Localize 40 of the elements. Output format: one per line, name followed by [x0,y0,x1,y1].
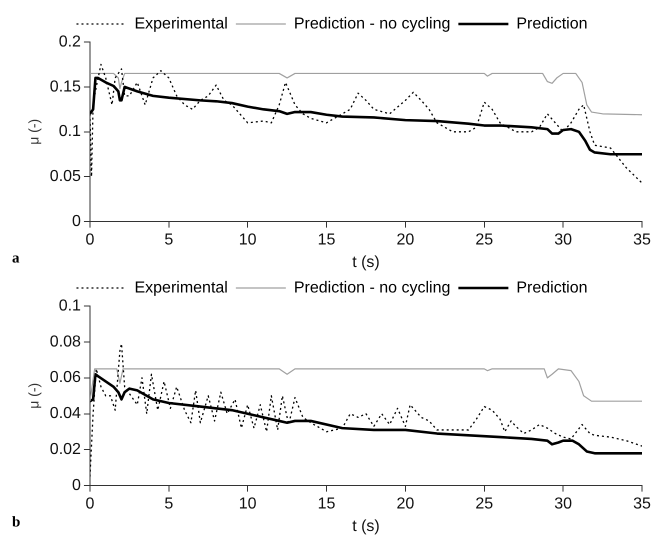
x-tick-label: 30 [554,496,572,513]
line-series [90,343,642,478]
x-tick-label: 25 [475,496,494,513]
x-tick-label: 35 [633,232,651,249]
x-tick-label: 5 [164,496,174,513]
y-tick-label: 0.15 [50,78,82,96]
x-tick-label: 0 [85,232,94,249]
text: b [12,514,20,530]
x-tick-label: 5 [164,232,174,249]
legend-label: Experimental [134,279,228,296]
legend-label: Experimental [134,15,228,32]
x-tick-label: 0 [85,496,94,513]
x-tick-label: 20 [396,232,414,249]
x-tick-label: 10 [238,232,257,249]
x-tick-label: 15 [318,496,336,513]
y-tick-label: 0.04 [50,405,82,422]
x-axis-title: t (s) [352,254,380,271]
x-tick-label: 10 [238,496,257,513]
y-tick-label: 0.1 [58,297,82,314]
x-tick-label: 25 [475,232,494,249]
x-axis-title: t (s) [352,518,380,535]
x-tick-label: 15 [318,232,336,249]
y-tick-label: 0.2 [58,33,82,50]
x-tick-label: 20 [396,496,414,513]
y-tick-label: 0.08 [50,333,82,350]
legend-label: Prediction [516,15,588,32]
y-tick-label: 0.1 [58,123,82,140]
x-tick-label: 30 [554,232,572,249]
y-tick-label: 0 [72,477,82,494]
legend-label: Prediction - no cycling [294,279,450,296]
x-tick-label: 35 [633,496,651,513]
y-axis-title: μ (-) [25,382,42,409]
y-tick-label: 0.02 [50,441,82,458]
legend-label: Prediction - no cycling [294,15,450,32]
y-tick-label: 0.05 [50,168,82,186]
text: a [12,250,20,266]
y-tick-label: 0.06 [50,369,82,386]
y-axis-title: μ (-) [25,118,42,145]
legend-label: Prediction [516,279,588,296]
y-tick-label: 0 [72,213,82,230]
